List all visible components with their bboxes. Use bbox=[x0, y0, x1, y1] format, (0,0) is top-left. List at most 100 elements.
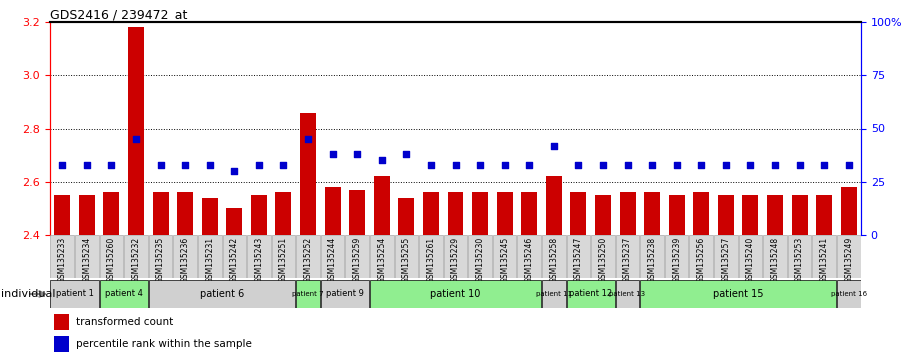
Point bbox=[350, 151, 365, 157]
Bar bbox=[398, 198, 415, 235]
Bar bbox=[247, 235, 271, 278]
Point bbox=[694, 162, 708, 167]
Point bbox=[105, 162, 119, 167]
Bar bbox=[444, 235, 467, 278]
Bar bbox=[128, 27, 144, 235]
Bar bbox=[100, 235, 124, 278]
Bar bbox=[517, 235, 541, 278]
Bar bbox=[743, 195, 758, 235]
Bar bbox=[496, 193, 513, 235]
Bar bbox=[545, 176, 562, 235]
Text: patient 1: patient 1 bbox=[55, 290, 94, 298]
Bar bbox=[51, 235, 75, 278]
Point bbox=[546, 143, 561, 148]
Text: patient 7: patient 7 bbox=[292, 291, 324, 297]
Bar bbox=[447, 193, 464, 235]
Text: GSM135237: GSM135237 bbox=[623, 237, 632, 284]
Point bbox=[375, 158, 389, 163]
Text: GSM135245: GSM135245 bbox=[500, 237, 509, 284]
Point bbox=[55, 162, 70, 167]
Bar bbox=[296, 235, 320, 278]
Text: GSM135234: GSM135234 bbox=[83, 237, 92, 284]
Bar bbox=[153, 193, 168, 235]
Bar bbox=[739, 235, 763, 278]
Text: GSM135258: GSM135258 bbox=[549, 237, 558, 283]
Text: GSM135254: GSM135254 bbox=[377, 237, 386, 284]
Bar bbox=[300, 113, 316, 235]
Point bbox=[325, 151, 340, 157]
Bar bbox=[125, 235, 148, 278]
Point bbox=[252, 162, 266, 167]
Text: GSM135256: GSM135256 bbox=[697, 237, 705, 284]
Point bbox=[595, 162, 610, 167]
Text: individual: individual bbox=[1, 289, 55, 299]
Bar bbox=[100, 280, 148, 308]
Bar bbox=[51, 280, 99, 308]
Text: percentile rank within the sample: percentile rank within the sample bbox=[76, 339, 252, 349]
Bar bbox=[566, 280, 614, 308]
Bar bbox=[198, 235, 222, 278]
Text: GSM135236: GSM135236 bbox=[181, 237, 190, 284]
Bar bbox=[472, 193, 488, 235]
Text: GSM135240: GSM135240 bbox=[746, 237, 754, 284]
Text: transformed count: transformed count bbox=[76, 317, 174, 327]
Text: GSM135260: GSM135260 bbox=[107, 237, 116, 284]
Bar bbox=[202, 198, 218, 235]
Bar bbox=[570, 193, 586, 235]
Text: GSM135251: GSM135251 bbox=[279, 237, 288, 283]
Point bbox=[301, 136, 315, 142]
Bar bbox=[640, 235, 664, 278]
Text: GSM135232: GSM135232 bbox=[132, 237, 141, 283]
Text: GSM135242: GSM135242 bbox=[230, 237, 239, 283]
Point bbox=[399, 151, 414, 157]
Bar bbox=[542, 235, 565, 278]
Bar bbox=[275, 193, 292, 235]
Bar bbox=[226, 209, 243, 235]
Bar bbox=[788, 235, 812, 278]
Bar bbox=[521, 193, 537, 235]
Point bbox=[154, 162, 168, 167]
Text: patient 16: patient 16 bbox=[831, 291, 867, 297]
Point bbox=[620, 162, 634, 167]
Point bbox=[669, 162, 684, 167]
Text: GSM135249: GSM135249 bbox=[844, 237, 854, 284]
Bar bbox=[566, 235, 590, 278]
Point bbox=[817, 162, 832, 167]
Bar bbox=[689, 235, 713, 278]
Bar bbox=[55, 195, 70, 235]
Bar bbox=[149, 235, 173, 278]
Point bbox=[571, 162, 585, 167]
Bar bbox=[395, 235, 418, 278]
Bar bbox=[837, 235, 861, 278]
Text: GSM135246: GSM135246 bbox=[524, 237, 534, 284]
Bar bbox=[104, 193, 119, 235]
Text: GSM135247: GSM135247 bbox=[574, 237, 583, 284]
Text: GSM135239: GSM135239 bbox=[672, 237, 681, 284]
Text: GSM135244: GSM135244 bbox=[328, 237, 337, 284]
Bar bbox=[79, 195, 95, 235]
Point bbox=[497, 162, 512, 167]
Text: GSM135238: GSM135238 bbox=[647, 237, 656, 283]
Bar bbox=[816, 195, 832, 235]
Point bbox=[227, 168, 242, 174]
Bar bbox=[644, 193, 660, 235]
Point bbox=[448, 162, 463, 167]
Point bbox=[80, 162, 95, 167]
Text: GSM135253: GSM135253 bbox=[795, 237, 804, 284]
Bar bbox=[813, 235, 836, 278]
Text: GSM135248: GSM135248 bbox=[771, 237, 780, 283]
Text: patient 6: patient 6 bbox=[200, 289, 245, 299]
Text: GSM135233: GSM135233 bbox=[58, 237, 66, 284]
Text: GSM135261: GSM135261 bbox=[426, 237, 435, 283]
Bar bbox=[321, 280, 369, 308]
Bar bbox=[767, 195, 783, 235]
Bar bbox=[345, 235, 369, 278]
Bar bbox=[792, 195, 807, 235]
Bar bbox=[764, 235, 787, 278]
Bar bbox=[177, 193, 193, 235]
Bar bbox=[321, 235, 345, 278]
Text: patient 15: patient 15 bbox=[713, 289, 764, 299]
Bar bbox=[542, 280, 565, 308]
Bar bbox=[837, 280, 861, 308]
Bar bbox=[54, 314, 69, 330]
